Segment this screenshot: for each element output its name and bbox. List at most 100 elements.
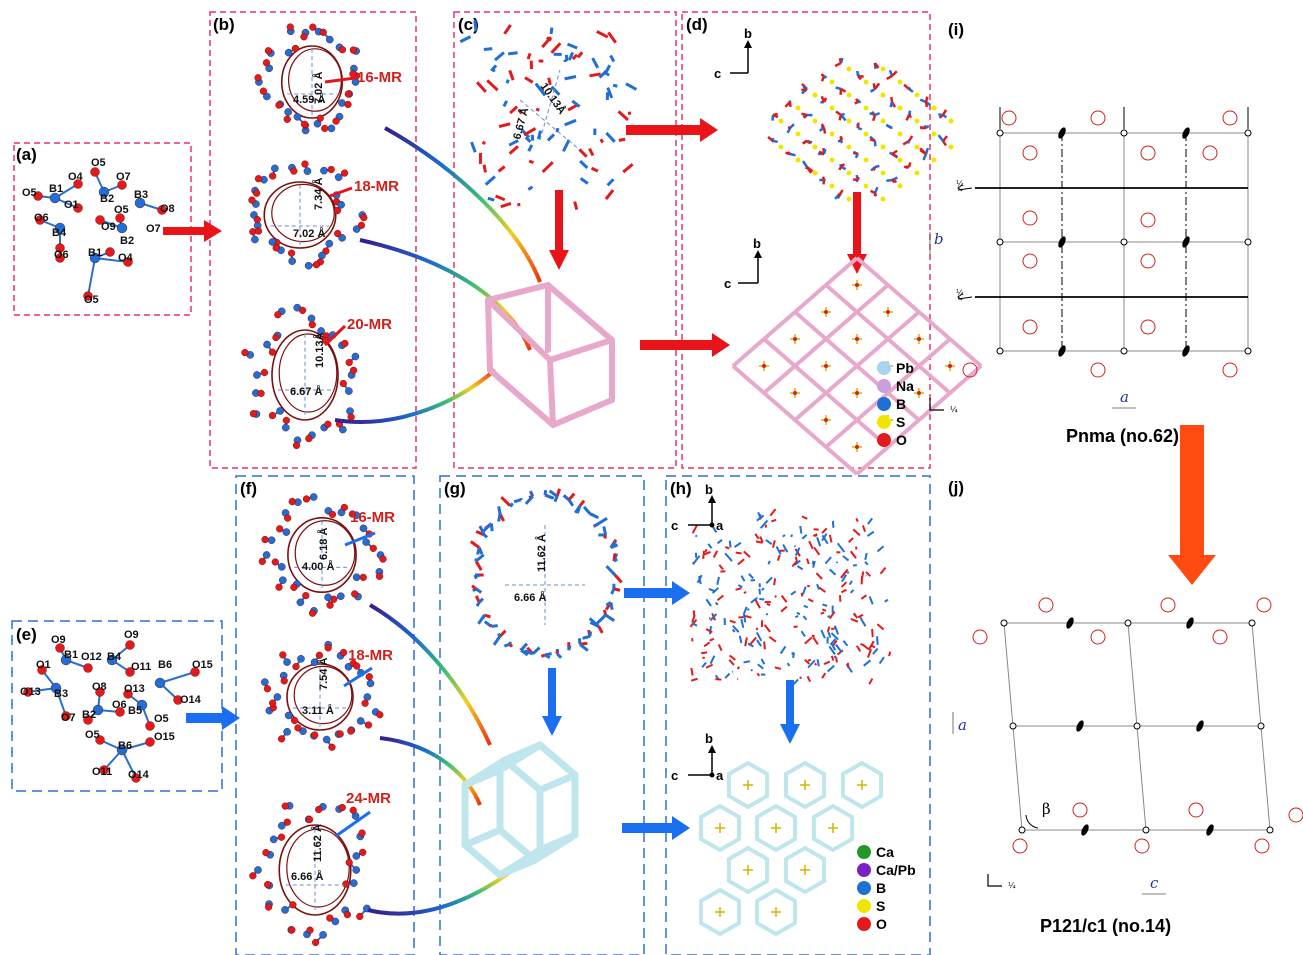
- panel-b-label: (b): [213, 15, 235, 34]
- oxygen-atom: [264, 880, 272, 889]
- equivalent-position: [1160, 597, 1176, 613]
- framework-bond: [840, 568, 849, 579]
- sulfur-atom: [829, 157, 835, 163]
- oxygen-atom: [275, 101, 283, 109]
- framework-bond: [763, 624, 771, 633]
- framework-bond: [605, 131, 616, 143]
- framework-bond: [589, 72, 602, 78]
- axis-b-label: b: [705, 482, 713, 497]
- framework-bond: [747, 642, 754, 648]
- atom-label: O7: [146, 223, 161, 235]
- oxygen-atom: [277, 735, 286, 743]
- oxygen-atom: [261, 535, 269, 544]
- boron-atom: [307, 314, 316, 323]
- oxygen-atom: [356, 912, 364, 921]
- framework-bond: [890, 96, 894, 103]
- cage-edge: [536, 771, 579, 794]
- oxygen-atom: [115, 707, 125, 717]
- boron-atom: [277, 821, 286, 830]
- framework-bond: [708, 617, 711, 620]
- symmetry-node: [1120, 238, 1128, 246]
- framework-bond: [785, 151, 791, 156]
- framework-bond: [792, 652, 795, 659]
- legend-label: O: [876, 916, 887, 932]
- framework-bond: [756, 672, 761, 677]
- boron-atom: [134, 197, 146, 209]
- panel-i-label: (i): [948, 20, 964, 39]
- panel-a-label: (a): [16, 145, 37, 164]
- framework-bond: [801, 586, 807, 595]
- atom-label: O13: [124, 683, 145, 695]
- atom-label: O1: [36, 659, 51, 671]
- sulfur-atom: [778, 118, 784, 124]
- framework-bond: [709, 613, 718, 622]
- oxygen-atom: [258, 557, 266, 565]
- framework-bond: [873, 82, 881, 90]
- oxygen-atom: [279, 651, 287, 659]
- framework-bond: [475, 601, 481, 607]
- symmetry-node: [1009, 722, 1017, 730]
- framework-bond: [830, 627, 835, 631]
- framework-bond: [855, 517, 859, 523]
- framework-bond: [543, 489, 548, 496]
- framework-c: [459, 20, 638, 211]
- screw-axis-symbol: [1206, 824, 1214, 836]
- equivalent-position: [1140, 319, 1156, 335]
- oxygen-atom: [95, 735, 105, 745]
- framework-bond: [519, 642, 529, 652]
- framework-bond: [938, 113, 944, 117]
- framework-bond: [567, 645, 572, 651]
- boron-atom: [310, 658, 319, 667]
- arrow-c-to-d-bottom: [640, 333, 730, 357]
- framework-bond: [768, 635, 777, 643]
- arrow-g-down: [542, 668, 562, 736]
- framework-bond: [834, 61, 842, 68]
- oxygen-atom: [254, 227, 263, 235]
- framework-bond: [737, 584, 743, 589]
- framework-bond: [840, 112, 845, 117]
- boron-atom: [309, 493, 318, 501]
- axis-a-label: a: [716, 768, 724, 783]
- space-group-label: Pnma (no.62): [1066, 426, 1179, 446]
- oxygen-atom: [288, 926, 296, 934]
- framework-bond: [835, 657, 838, 663]
- framework-bond: [775, 545, 782, 555]
- framework-bond: [508, 145, 520, 155]
- framework-bond: [582, 505, 592, 515]
- equivalent-position: [1001, 110, 1017, 126]
- framework-bond: [474, 573, 480, 578]
- oxygen-atom: [264, 47, 273, 55]
- boron-atom: [154, 677, 166, 689]
- ring-dim-short: 3.11 Å: [302, 704, 334, 717]
- framework-bond: [740, 618, 745, 629]
- framework-bond: [508, 643, 514, 648]
- oxygen-atom: [73, 203, 83, 213]
- framework-bond: [497, 165, 506, 173]
- boron-atom: [325, 35, 334, 44]
- framework-bond: [842, 555, 850, 562]
- framework-bond: [735, 587, 742, 591]
- atom-label: O6: [34, 212, 49, 224]
- symmetry-node: [1000, 619, 1008, 627]
- legend-swatch: [877, 433, 891, 447]
- equivalent-position: [1038, 597, 1054, 613]
- oxygen-atom: [283, 115, 291, 123]
- panel-j-label: (j): [948, 478, 964, 497]
- framework-bond: [821, 533, 828, 542]
- legend-swatch: [857, 899, 871, 913]
- equivalent-position: [1140, 253, 1156, 269]
- framework-bond: [500, 202, 512, 209]
- framework-bond: [760, 658, 766, 665]
- framework-bond: [717, 644, 723, 652]
- rainbow-arrow-ring1: [384, 126, 542, 283]
- boron-atom: [317, 327, 325, 335]
- atom-label: B3: [134, 189, 148, 201]
- framework-bond: [907, 162, 912, 168]
- atom-label: O5: [91, 157, 106, 169]
- oxygen-atom: [948, 364, 952, 368]
- framework-bond: [848, 537, 854, 544]
- framework-bond: [508, 139, 519, 147]
- cage-edge: [496, 826, 539, 864]
- symmetry-node: [1120, 347, 1128, 355]
- sulfur-atom: [880, 196, 886, 202]
